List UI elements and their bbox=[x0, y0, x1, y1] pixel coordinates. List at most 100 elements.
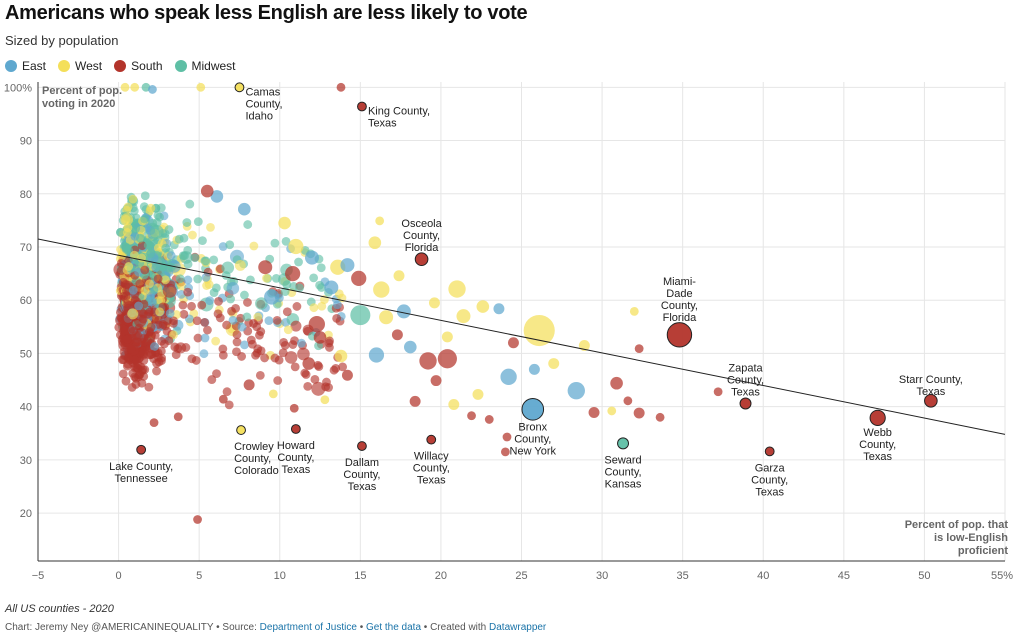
highlighted-point bbox=[357, 441, 367, 451]
annotation-label: Texas bbox=[916, 386, 945, 398]
data-point bbox=[136, 233, 145, 243]
data-point bbox=[278, 348, 288, 358]
data-point bbox=[334, 349, 348, 363]
data-point bbox=[350, 305, 371, 326]
data-point bbox=[164, 336, 174, 346]
legend-swatch-south bbox=[114, 60, 127, 72]
data-point bbox=[147, 349, 157, 359]
data-point bbox=[174, 234, 184, 244]
data-point bbox=[623, 396, 633, 406]
get-data-link[interactable]: Get the data bbox=[365, 622, 422, 633]
data-point bbox=[331, 364, 341, 373]
data-point bbox=[128, 194, 138, 204]
scatter-plot: −5 0 5 10 15 20 25 30 35 40 45 50 55% 20 30 40 50 60 70 80 9… bbox=[4, 82, 1013, 582]
highlighted-point bbox=[739, 397, 752, 410]
data-point bbox=[118, 369, 128, 379]
data-point bbox=[121, 376, 131, 386]
data-point bbox=[161, 275, 170, 285]
data-point bbox=[146, 249, 155, 259]
data-point bbox=[139, 356, 149, 365]
data-point bbox=[351, 270, 367, 287]
data-point bbox=[232, 330, 242, 339]
y-tick-label: 50 bbox=[20, 348, 32, 360]
annotation-label: Tennessee bbox=[115, 473, 168, 485]
x-tick-label: 25 bbox=[515, 570, 527, 582]
annotation-label: Texas bbox=[281, 464, 310, 476]
data-point bbox=[232, 337, 242, 347]
legend-item-midwest: Midwest bbox=[174, 59, 236, 73]
data-point bbox=[441, 331, 453, 343]
data-point bbox=[502, 432, 512, 442]
data-point bbox=[193, 274, 203, 284]
data-point bbox=[273, 376, 283, 385]
credit-prefix: Chart: Jeremy Ney @AMERICANINEQUALITY • … bbox=[5, 622, 260, 633]
data-point bbox=[166, 251, 176, 261]
data-point bbox=[237, 352, 247, 361]
source-link[interactable]: Department of Justice bbox=[259, 622, 357, 633]
data-point bbox=[190, 253, 200, 263]
data-point bbox=[368, 236, 382, 250]
data-point bbox=[313, 331, 327, 344]
data-point bbox=[122, 361, 132, 371]
data-point bbox=[588, 407, 600, 418]
annotation-label: Idaho bbox=[245, 110, 273, 122]
data-point bbox=[144, 382, 154, 392]
highlighted-point bbox=[414, 252, 429, 267]
y-tick-label: 40 bbox=[20, 402, 32, 414]
data-point bbox=[268, 389, 278, 399]
highlighted-point bbox=[426, 434, 437, 445]
data-point bbox=[154, 315, 163, 325]
data-point bbox=[428, 297, 440, 309]
y-tick-label: 20 bbox=[20, 508, 32, 520]
highlighted-point bbox=[290, 424, 301, 434]
data-point bbox=[338, 362, 348, 372]
data-point bbox=[309, 273, 319, 283]
data-point bbox=[226, 282, 240, 295]
annotation-label: County, bbox=[727, 374, 764, 386]
data-point bbox=[138, 349, 148, 358]
data-point bbox=[193, 333, 203, 343]
data-point bbox=[162, 283, 177, 298]
data-point bbox=[196, 82, 206, 92]
data-point bbox=[123, 299, 132, 309]
annotation-label: Bronx bbox=[518, 421, 547, 433]
data-point bbox=[634, 344, 644, 354]
data-point bbox=[315, 280, 325, 290]
data-point bbox=[191, 356, 201, 365]
data-point bbox=[140, 191, 150, 201]
data-point bbox=[155, 307, 165, 317]
data-point bbox=[193, 217, 203, 227]
data-point bbox=[193, 515, 202, 524]
x-tick-label: 35 bbox=[677, 570, 689, 582]
annotation-label: Florida bbox=[405, 242, 440, 254]
data-point bbox=[528, 363, 540, 375]
data-point bbox=[200, 184, 214, 198]
annotation-label: County, bbox=[343, 469, 380, 481]
annotation-label: Florida bbox=[663, 312, 698, 324]
data-point bbox=[149, 224, 164, 239]
annotation-label: Texas bbox=[368, 117, 397, 129]
data-point bbox=[183, 275, 193, 285]
data-point bbox=[311, 381, 326, 396]
credit-sep-1: • bbox=[356, 622, 366, 633]
data-point bbox=[292, 302, 302, 311]
data-point bbox=[122, 228, 132, 237]
data-point bbox=[308, 315, 325, 333]
annotation-label: Colorado bbox=[234, 465, 279, 477]
data-point bbox=[243, 220, 253, 229]
data-point bbox=[187, 301, 196, 311]
data-point bbox=[264, 289, 280, 305]
data-point bbox=[578, 339, 590, 351]
annotation-label: Osceola bbox=[401, 218, 442, 230]
data-point bbox=[201, 256, 211, 266]
x-axis-title: proficient bbox=[958, 545, 1008, 557]
data-point bbox=[610, 376, 623, 390]
data-point bbox=[152, 366, 161, 376]
data-point bbox=[200, 333, 210, 343]
data-point bbox=[149, 418, 159, 428]
data-point bbox=[379, 310, 394, 325]
data-point bbox=[332, 300, 342, 310]
annotation-label: Texas bbox=[755, 486, 784, 498]
datawrapper-link[interactable]: Datawrapper bbox=[489, 622, 547, 633]
data-point bbox=[222, 320, 231, 330]
